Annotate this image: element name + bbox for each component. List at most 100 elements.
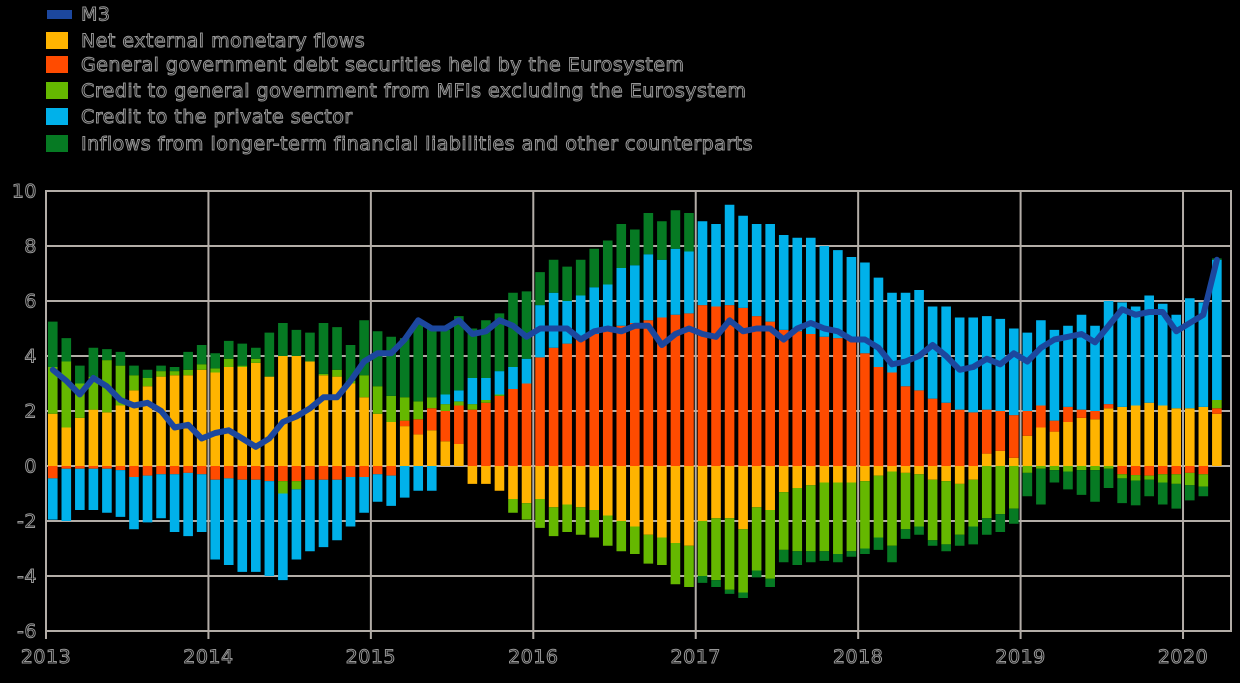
bar-credit-gov-mfis-m35 <box>521 503 532 520</box>
bar-credit-gov-mfis-m81 <box>1144 475 1154 480</box>
bar-gov-debt-eurosystem-m32 <box>481 402 491 466</box>
bar-longer-term-liabilities-m67 <box>954 534 965 546</box>
bar-credit-gov-mfis-m24 <box>372 386 383 414</box>
bar-credit-gov-mfis-m83 <box>1171 474 1182 484</box>
bar-gov-debt-eurosystem-m73 <box>1036 405 1046 428</box>
x-tick-label-2014: 2014 <box>183 646 233 668</box>
bar-net-external-flows-m0 <box>47 413 58 466</box>
bar-longer-term-liabilities-m9 <box>169 367 180 372</box>
bar-gov-debt-eurosystem-m57 <box>819 336 830 466</box>
bar-credit-gov-mfis-m14 <box>237 365 248 367</box>
bar-gov-debt-eurosystem-m44 <box>643 320 654 466</box>
bar-longer-term-liabilities-m61 <box>873 537 884 550</box>
bar-net-external-flows-m57 <box>819 466 830 483</box>
bar-net-external-flows-m7 <box>142 386 153 466</box>
bar-net-external-flows-m27 <box>413 434 424 466</box>
bar-net-external-flows-m29 <box>440 441 451 466</box>
bar-longer-term-liabilities-m73 <box>1036 468 1046 505</box>
bar-longer-term-liabilities-m20 <box>318 323 329 374</box>
bar-net-external-flows-m84 <box>1184 408 1195 466</box>
bar-net-external-flows-m26 <box>399 426 410 466</box>
bar-credit-private-sector-m0 <box>47 478 58 520</box>
bar-net-external-flows-m21 <box>332 376 342 466</box>
bar-credit-private-sector-m2 <box>75 468 85 510</box>
bar-gov-debt-eurosystem-m48 <box>697 305 708 466</box>
bar-net-external-flows-m73 <box>1036 427 1046 466</box>
bar-net-external-flows-m36 <box>535 466 545 499</box>
bar-credit-private-sector-m60 <box>860 262 870 354</box>
bar-longer-term-liabilities-m28 <box>426 328 437 398</box>
legend-item-longer-term-liabilities: Inflows from longer-term financial liabi… <box>46 133 753 156</box>
bar-credit-gov-mfis-m13 <box>223 358 234 367</box>
bar-longer-term-liabilities-m53 <box>765 578 775 587</box>
bar-longer-term-liabilities-m56 <box>805 551 816 563</box>
bar-longer-term-liabilities-m15 <box>251 347 261 359</box>
bar-credit-private-sector-m3 <box>88 468 99 510</box>
bar-credit-private-sector-m72 <box>1022 332 1033 411</box>
bar-gov-debt-eurosystem-m63 <box>900 386 911 466</box>
y-tick-label-0: 0 <box>24 456 37 478</box>
bar-credit-private-sector-m52 <box>751 224 762 317</box>
bar-longer-term-liabilities-m16 <box>264 332 275 377</box>
bar-gov-debt-eurosystem-m1 <box>61 466 72 469</box>
bar-gov-debt-eurosystem-m69 <box>981 409 992 454</box>
bar-net-external-flows-m13 <box>223 367 234 466</box>
bar-gov-debt-eurosystem-m50 <box>724 305 735 466</box>
y-tick-label-4: 4 <box>24 346 37 368</box>
bar-longer-term-liabilities-m79 <box>1117 478 1127 504</box>
bar-credit-gov-mfis-m58 <box>833 482 843 554</box>
bar-net-external-flows-m76 <box>1076 417 1087 466</box>
bar-net-external-flows-m14 <box>237 367 248 466</box>
legend-swatch-gov-debt-eurosystem <box>46 56 68 73</box>
bar-credit-private-sector-m15 <box>251 479 261 572</box>
bar-credit-private-sector-m27 <box>413 466 424 491</box>
bar-credit-gov-mfis-m60 <box>860 481 870 549</box>
bar-credit-gov-mfis-m37 <box>548 507 559 537</box>
bar-net-external-flows-m52 <box>751 466 762 508</box>
bar-net-external-flows-m17 <box>278 356 288 466</box>
bar-net-external-flows-m65 <box>927 466 938 480</box>
bar-credit-gov-mfis-m48 <box>697 521 708 576</box>
bar-longer-term-liabilities-m60 <box>860 548 870 554</box>
bar-longer-term-liabilities-m26 <box>399 338 410 398</box>
bar-longer-term-liabilities-m83 <box>1171 483 1182 509</box>
bar-credit-gov-mfis-m12 <box>210 368 220 373</box>
bar-credit-private-sector-m53 <box>765 224 775 322</box>
bar-longer-term-liabilities-m4 <box>102 349 112 361</box>
bar-credit-gov-mfis-m68 <box>968 479 979 527</box>
bar-credit-gov-mfis-m38 <box>562 504 572 532</box>
bar-longer-term-liabilities-m82 <box>1157 482 1168 505</box>
bar-credit-private-sector-m65 <box>927 306 938 399</box>
bar-credit-gov-mfis-m79 <box>1117 474 1127 479</box>
bar-credit-private-sector-m37 <box>548 292 559 348</box>
bar-credit-gov-mfis-m57 <box>819 482 830 552</box>
bar-credit-gov-mfis-m76 <box>1076 466 1087 471</box>
bar-credit-private-sector-m77 <box>1090 325 1100 411</box>
bar-gov-debt-eurosystem-m5 <box>115 466 126 471</box>
bar-longer-term-liabilities-m68 <box>968 526 979 545</box>
bar-net-external-flows-m42 <box>616 466 627 521</box>
bar-net-external-flows-m46 <box>670 466 681 543</box>
bar-longer-term-liabilities-m13 <box>223 340 234 359</box>
bar-longer-term-liabilities-m19 <box>305 332 315 362</box>
bar-credit-gov-mfis-m34 <box>508 499 518 513</box>
bar-gov-debt-eurosystem-m7 <box>142 466 153 476</box>
bar-credit-private-sector-m23 <box>359 477 369 513</box>
bar-net-external-flows-m23 <box>359 397 369 466</box>
bar-gov-debt-eurosystem-m21 <box>332 466 342 480</box>
bar-credit-gov-mfis-m55 <box>792 488 803 552</box>
legend-swatch-m3-line <box>47 10 72 19</box>
bar-net-external-flows-m28 <box>426 430 437 466</box>
bar-longer-term-liabilities-m30 <box>454 316 464 391</box>
bar-gov-debt-eurosystem-m64 <box>914 390 924 466</box>
bar-credit-private-sector-m26 <box>399 466 410 498</box>
bar-net-external-flows-m20 <box>318 375 329 466</box>
bar-credit-gov-mfis-m40 <box>589 510 600 538</box>
bar-credit-private-sector-m74 <box>1049 329 1060 421</box>
bar-credit-gov-mfis-m86 <box>1212 400 1222 409</box>
bar-longer-term-liabilities-m51 <box>738 592 748 598</box>
bar-credit-private-sector-m79 <box>1117 302 1127 407</box>
bar-longer-term-liabilities-m10 <box>183 351 193 370</box>
bar-credit-gov-mfis-m30 <box>454 401 464 406</box>
bar-credit-gov-mfis-m0 <box>47 367 58 414</box>
